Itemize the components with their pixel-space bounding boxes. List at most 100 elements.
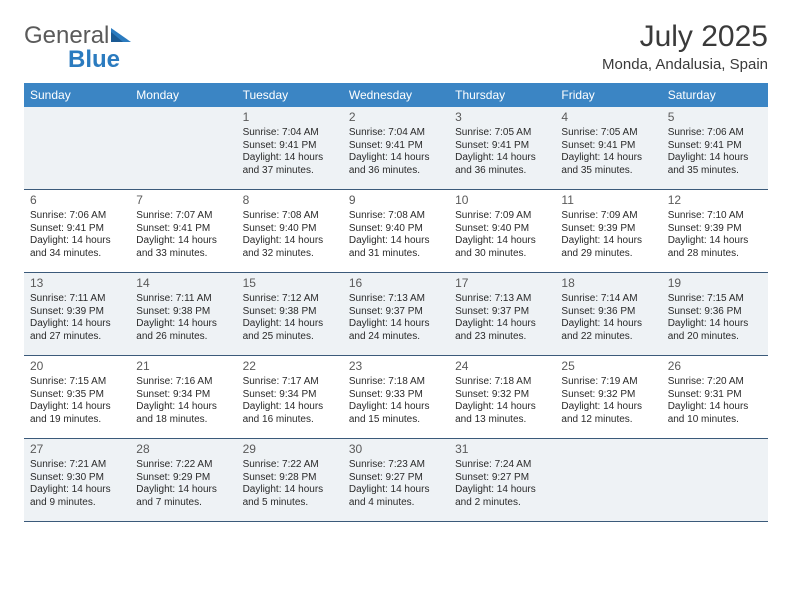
- sunset-text: Sunset: 9:41 PM: [349, 140, 443, 153]
- logo-text-2: Blue: [68, 46, 120, 73]
- sunrise-text: Sunrise: 7:06 AM: [668, 127, 762, 140]
- daylight-text: Daylight: 14 hours and 26 minutes.: [136, 318, 230, 343]
- day-number: 11: [561, 193, 655, 208]
- daylight-text: Daylight: 14 hours and 9 minutes.: [30, 484, 124, 509]
- day-number: 12: [668, 193, 762, 208]
- daylight-text: Daylight: 14 hours and 20 minutes.: [668, 318, 762, 343]
- day-number: 29: [243, 442, 337, 457]
- sunset-text: Sunset: 9:40 PM: [455, 223, 549, 236]
- daylight-text: Daylight: 14 hours and 24 minutes.: [349, 318, 443, 343]
- sunrise-text: Sunrise: 7:22 AM: [243, 459, 337, 472]
- sunrise-text: Sunrise: 7:15 AM: [668, 293, 762, 306]
- sunset-text: Sunset: 9:41 PM: [455, 140, 549, 153]
- weekday-header: Thursday: [449, 83, 555, 107]
- daylight-text: Daylight: 14 hours and 23 minutes.: [455, 318, 549, 343]
- sunset-text: Sunset: 9:39 PM: [668, 223, 762, 236]
- day-number: 5: [668, 110, 762, 125]
- calendar-day: 7Sunrise: 7:07 AMSunset: 9:41 PMDaylight…: [130, 190, 236, 272]
- calendar-day: 12Sunrise: 7:10 AMSunset: 9:39 PMDayligh…: [662, 190, 768, 272]
- calendar-day: 27Sunrise: 7:21 AMSunset: 9:30 PMDayligh…: [24, 439, 130, 521]
- day-number: 28: [136, 442, 230, 457]
- calendar-day: 15Sunrise: 7:12 AMSunset: 9:38 PMDayligh…: [237, 273, 343, 355]
- calendar-week: 6Sunrise: 7:06 AMSunset: 9:41 PMDaylight…: [24, 190, 768, 273]
- calendar-day-empty: [662, 439, 768, 521]
- sunset-text: Sunset: 9:32 PM: [561, 389, 655, 402]
- sunset-text: Sunset: 9:27 PM: [455, 472, 549, 485]
- calendar-day: 13Sunrise: 7:11 AMSunset: 9:39 PMDayligh…: [24, 273, 130, 355]
- calendar-day: 8Sunrise: 7:08 AMSunset: 9:40 PMDaylight…: [237, 190, 343, 272]
- day-number: 14: [136, 276, 230, 291]
- sunset-text: Sunset: 9:28 PM: [243, 472, 337, 485]
- day-number: 3: [455, 110, 549, 125]
- calendar-day: 2Sunrise: 7:04 AMSunset: 9:41 PMDaylight…: [343, 107, 449, 189]
- daylight-text: Daylight: 14 hours and 15 minutes.: [349, 401, 443, 426]
- sunset-text: Sunset: 9:31 PM: [668, 389, 762, 402]
- sunrise-text: Sunrise: 7:13 AM: [349, 293, 443, 306]
- sunrise-text: Sunrise: 7:23 AM: [349, 459, 443, 472]
- sunrise-text: Sunrise: 7:09 AM: [561, 210, 655, 223]
- sunrise-text: Sunrise: 7:18 AM: [455, 376, 549, 389]
- calendar-day: 9Sunrise: 7:08 AMSunset: 9:40 PMDaylight…: [343, 190, 449, 272]
- daylight-text: Daylight: 14 hours and 2 minutes.: [455, 484, 549, 509]
- weekday-header-row: SundayMondayTuesdayWednesdayThursdayFrid…: [24, 83, 768, 107]
- daylight-text: Daylight: 14 hours and 27 minutes.: [30, 318, 124, 343]
- calendar-day: 23Sunrise: 7:18 AMSunset: 9:33 PMDayligh…: [343, 356, 449, 438]
- sunset-text: Sunset: 9:34 PM: [243, 389, 337, 402]
- calendar-week: 1Sunrise: 7:04 AMSunset: 9:41 PMDaylight…: [24, 107, 768, 190]
- sunrise-text: Sunrise: 7:07 AM: [136, 210, 230, 223]
- header: GeneralBlue July 2025 Monda, Andalusia, …: [24, 20, 768, 73]
- logo-flag-icon: [111, 24, 133, 48]
- sunset-text: Sunset: 9:27 PM: [349, 472, 443, 485]
- daylight-text: Daylight: 14 hours and 31 minutes.: [349, 235, 443, 260]
- calendar-day: 25Sunrise: 7:19 AMSunset: 9:32 PMDayligh…: [555, 356, 661, 438]
- day-number: 10: [455, 193, 549, 208]
- sunrise-text: Sunrise: 7:20 AM: [668, 376, 762, 389]
- sunrise-text: Sunrise: 7:11 AM: [30, 293, 124, 306]
- day-number: 30: [349, 442, 443, 457]
- sunrise-text: Sunrise: 7:19 AM: [561, 376, 655, 389]
- daylight-text: Daylight: 14 hours and 37 minutes.: [243, 152, 337, 177]
- day-number: 19: [668, 276, 762, 291]
- weekday-header: Tuesday: [237, 83, 343, 107]
- calendar-day: 20Sunrise: 7:15 AMSunset: 9:35 PMDayligh…: [24, 356, 130, 438]
- day-number: 13: [30, 276, 124, 291]
- calendar-day: 6Sunrise: 7:06 AMSunset: 9:41 PMDaylight…: [24, 190, 130, 272]
- day-number: 18: [561, 276, 655, 291]
- daylight-text: Daylight: 14 hours and 22 minutes.: [561, 318, 655, 343]
- sunset-text: Sunset: 9:33 PM: [349, 389, 443, 402]
- calendar-day: 10Sunrise: 7:09 AMSunset: 9:40 PMDayligh…: [449, 190, 555, 272]
- sunset-text: Sunset: 9:32 PM: [455, 389, 549, 402]
- sunset-text: Sunset: 9:41 PM: [243, 140, 337, 153]
- day-number: 27: [30, 442, 124, 457]
- sunrise-text: Sunrise: 7:08 AM: [243, 210, 337, 223]
- sunset-text: Sunset: 9:41 PM: [668, 140, 762, 153]
- calendar-day: 26Sunrise: 7:20 AMSunset: 9:31 PMDayligh…: [662, 356, 768, 438]
- weekday-header: Monday: [130, 83, 236, 107]
- sunset-text: Sunset: 9:30 PM: [30, 472, 124, 485]
- sunrise-text: Sunrise: 7:16 AM: [136, 376, 230, 389]
- day-number: 17: [455, 276, 549, 291]
- calendar-day: 5Sunrise: 7:06 AMSunset: 9:41 PMDaylight…: [662, 107, 768, 189]
- calendar-day: 22Sunrise: 7:17 AMSunset: 9:34 PMDayligh…: [237, 356, 343, 438]
- calendar-day: 21Sunrise: 7:16 AMSunset: 9:34 PMDayligh…: [130, 356, 236, 438]
- daylight-text: Daylight: 14 hours and 7 minutes.: [136, 484, 230, 509]
- sunset-text: Sunset: 9:35 PM: [30, 389, 124, 402]
- calendar-day: 16Sunrise: 7:13 AMSunset: 9:37 PMDayligh…: [343, 273, 449, 355]
- day-number: 21: [136, 359, 230, 374]
- sunset-text: Sunset: 9:37 PM: [455, 306, 549, 319]
- page-title: July 2025: [602, 20, 768, 54]
- calendar-day: 28Sunrise: 7:22 AMSunset: 9:29 PMDayligh…: [130, 439, 236, 521]
- sunset-text: Sunset: 9:36 PM: [561, 306, 655, 319]
- day-number: 31: [455, 442, 549, 457]
- calendar-day: 14Sunrise: 7:11 AMSunset: 9:38 PMDayligh…: [130, 273, 236, 355]
- location-subtitle: Monda, Andalusia, Spain: [602, 56, 768, 73]
- daylight-text: Daylight: 14 hours and 35 minutes.: [561, 152, 655, 177]
- daylight-text: Daylight: 14 hours and 28 minutes.: [668, 235, 762, 260]
- daylight-text: Daylight: 14 hours and 12 minutes.: [561, 401, 655, 426]
- sunrise-text: Sunrise: 7:05 AM: [455, 127, 549, 140]
- calendar-day: 3 Sunrise: 7:05 AMSunset: 9:41 PMDaylight…: [449, 107, 555, 189]
- calendar-day: 30Sunrise: 7:23 AMSunset: 9:27 PMDayligh…: [343, 439, 449, 521]
- calendar-day: 19Sunrise: 7:15 AMSunset: 9:36 PMDayligh…: [662, 273, 768, 355]
- daylight-text: Daylight: 14 hours and 36 minutes.: [455, 152, 549, 177]
- day-number: 4: [561, 110, 655, 125]
